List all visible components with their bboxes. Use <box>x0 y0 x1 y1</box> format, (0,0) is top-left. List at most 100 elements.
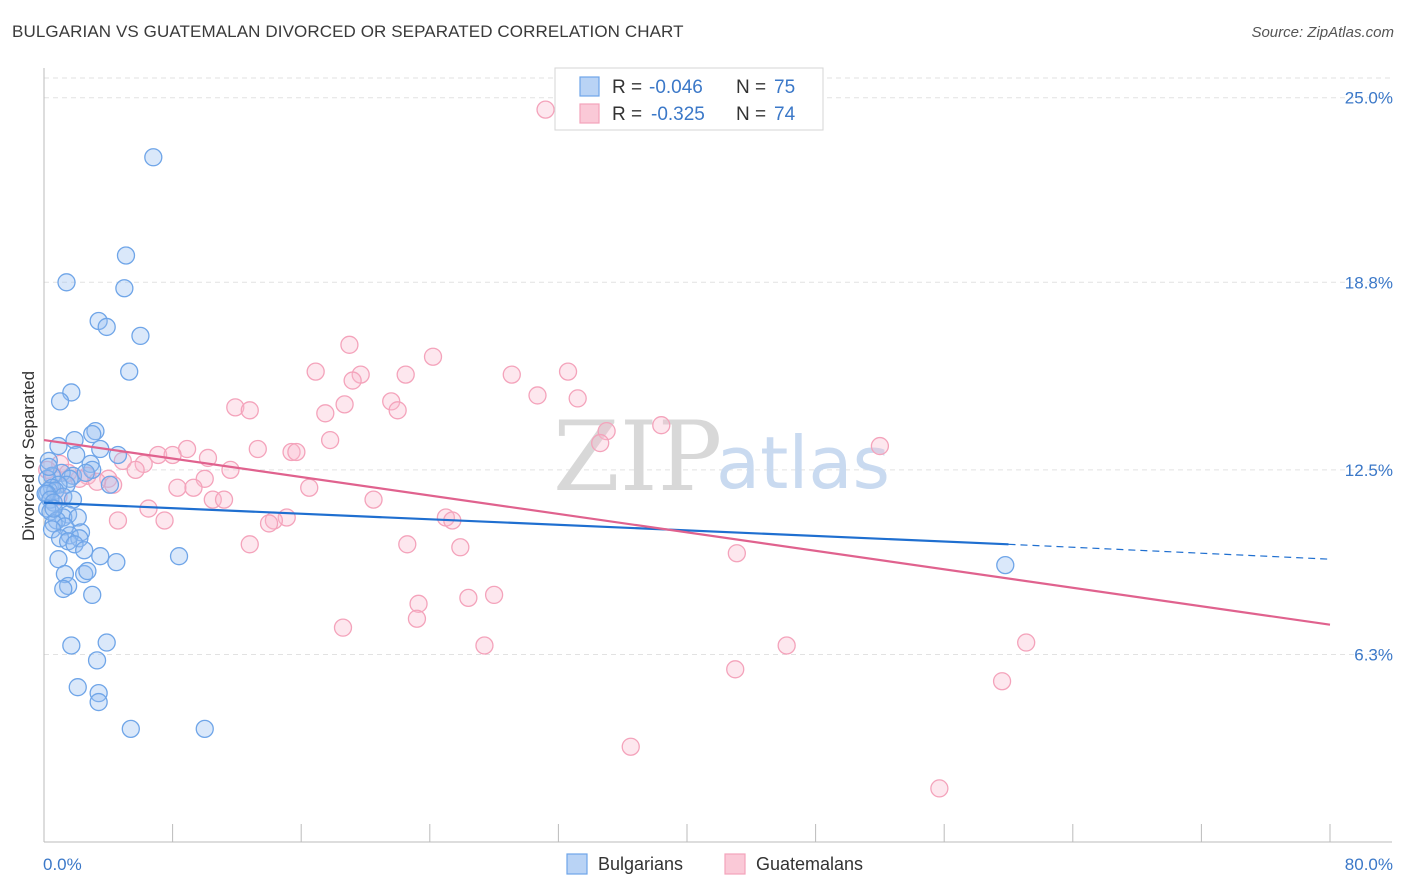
watermark: ZIP atlas <box>553 401 890 513</box>
data-point-bulgarians <box>100 475 120 494</box>
source-label: Source: ZipAtlas.com <box>1251 24 1394 41</box>
data-point-guatemalans <box>300 478 319 497</box>
data-point-guatemalans <box>163 445 182 465</box>
series-bulgarians <box>36 148 1015 739</box>
y-axis-label: Divorced or Separated <box>19 371 38 541</box>
trend-lines <box>43 439 1331 626</box>
data-point-bulgarians <box>44 499 63 518</box>
data-point-guatemalans <box>484 585 504 605</box>
data-point-bulgarians <box>121 719 140 739</box>
data-point-bulgarians <box>115 279 134 298</box>
data-point-guatemalans <box>591 433 610 453</box>
data-point-guatemalans <box>248 439 267 459</box>
data-point-bulgarians <box>195 719 214 739</box>
legend-r-value-2: -0.325 <box>651 104 705 125</box>
data-point-guatemalans <box>451 538 470 557</box>
y-tick-labels: 6.3% 12.5% 18.8% 25.0% <box>1345 89 1393 665</box>
data-point-bulgarians <box>97 633 116 652</box>
data-point-bulgarians <box>55 564 75 584</box>
data-point-bulgarians <box>49 436 68 456</box>
data-point-guatemalans <box>407 609 427 628</box>
data-point-bulgarians <box>54 579 73 599</box>
data-point-guatemalans <box>139 499 158 518</box>
data-point-bulgarians <box>76 463 95 482</box>
data-point-bulgarians <box>65 535 84 554</box>
legend-swatch-guatemalans <box>579 103 600 124</box>
y-tick-label: 25.0% <box>1345 89 1393 108</box>
data-point-bulgarians <box>75 564 94 584</box>
data-point-bulgarians <box>91 547 110 566</box>
data-point-guatemalans <box>221 460 240 480</box>
data-point-bulgarians <box>87 651 107 670</box>
data-point-guatemalans <box>340 335 359 354</box>
data-point-guatemalans <box>502 365 521 384</box>
legend-swatch-bulgarians <box>579 76 600 97</box>
data-point-guatemalans <box>930 779 949 798</box>
data-point-guatemalans <box>621 737 640 756</box>
legend-n-value-1: 75 <box>774 77 795 98</box>
data-point-bulgarians <box>39 451 58 471</box>
series-guatemalans <box>38 100 1036 798</box>
data-point-bulgarians <box>78 561 97 581</box>
data-point-guatemalans <box>475 636 494 655</box>
bottom-legend-swatch-guatemalans <box>724 853 746 875</box>
data-point-guatemalans <box>259 514 279 533</box>
data-point-bulgarians <box>107 553 126 572</box>
trend-line-guatemalans <box>43 439 1331 626</box>
y-tick-label: 6.3% <box>1354 645 1393 664</box>
data-point-guatemalans <box>398 535 417 554</box>
data-point-guatemalans <box>558 362 578 381</box>
data-point-guatemalans <box>777 636 796 655</box>
x-tick-label-start: 0.0% <box>43 855 82 874</box>
data-point-guatemalans <box>528 386 547 405</box>
data-point-guatemalans <box>1017 633 1036 652</box>
legend-r-label-2: R = <box>612 104 642 125</box>
data-point-bulgarians <box>89 692 108 712</box>
data-point-guatemalans <box>316 404 335 423</box>
legend-r-value-1: -0.046 <box>649 77 703 98</box>
data-point-guatemalans <box>306 362 325 381</box>
trend-line-bulgarians <box>43 501 1009 546</box>
data-point-guatemalans <box>320 430 340 450</box>
data-point-guatemalans <box>108 511 128 530</box>
data-point-bulgarians <box>131 326 150 346</box>
data-point-guatemalans <box>652 416 671 435</box>
data-point-guatemalans <box>536 100 555 119</box>
data-point-bulgarians <box>83 424 102 444</box>
data-point-bulgarians <box>68 508 87 527</box>
data-point-bulgarians <box>120 362 139 381</box>
data-point-guatemalans <box>168 478 187 497</box>
data-point-bulgarians <box>75 541 94 560</box>
y-tick-label: 12.5% <box>1345 461 1393 480</box>
data-point-guatemalans <box>992 672 1012 691</box>
y-tick-label: 18.8% <box>1345 273 1393 292</box>
data-point-guatemalans <box>343 371 362 390</box>
data-point-bulgarians <box>50 392 70 411</box>
x-tick-label-end: 80.0% <box>1345 855 1393 874</box>
chart-title: BULGARIAN VS GUATEMALAN DIVORCED OR SEPA… <box>12 22 684 41</box>
data-point-guatemalans <box>214 490 234 509</box>
data-point-guatemalans <box>240 401 259 420</box>
watermark-atlas: atlas <box>716 421 890 505</box>
legend-box <box>554 67 824 131</box>
data-point-bulgarians <box>169 547 189 566</box>
bottom-legend-label-guatemalans: Guatemalans <box>756 854 863 874</box>
data-point-bulgarians <box>68 678 87 697</box>
series-legend: Bulgarians Guatemalans <box>566 853 863 875</box>
data-point-guatemalans <box>287 442 306 462</box>
data-point-guatemalans <box>726 660 745 679</box>
data-point-bulgarians <box>58 576 78 596</box>
data-point-guatemalans <box>727 544 746 563</box>
bottom-legend-swatch-bulgarians <box>566 853 588 875</box>
legend-r-label-1: R = <box>612 77 642 98</box>
data-point-bulgarians <box>57 273 76 292</box>
data-point-bulgarians <box>70 529 89 548</box>
data-point-guatemalans <box>382 392 401 411</box>
data-point-guatemalans <box>459 588 478 608</box>
legend-n-label-1: N = <box>736 77 766 98</box>
correlation-legend: R = -0.046 N = 75 R = -0.325 N = 74 <box>554 67 824 131</box>
data-point-bulgarians <box>116 246 136 265</box>
watermark-zip: ZIP <box>553 401 722 513</box>
trend-line-bulgarians-extension <box>1008 543 1331 560</box>
